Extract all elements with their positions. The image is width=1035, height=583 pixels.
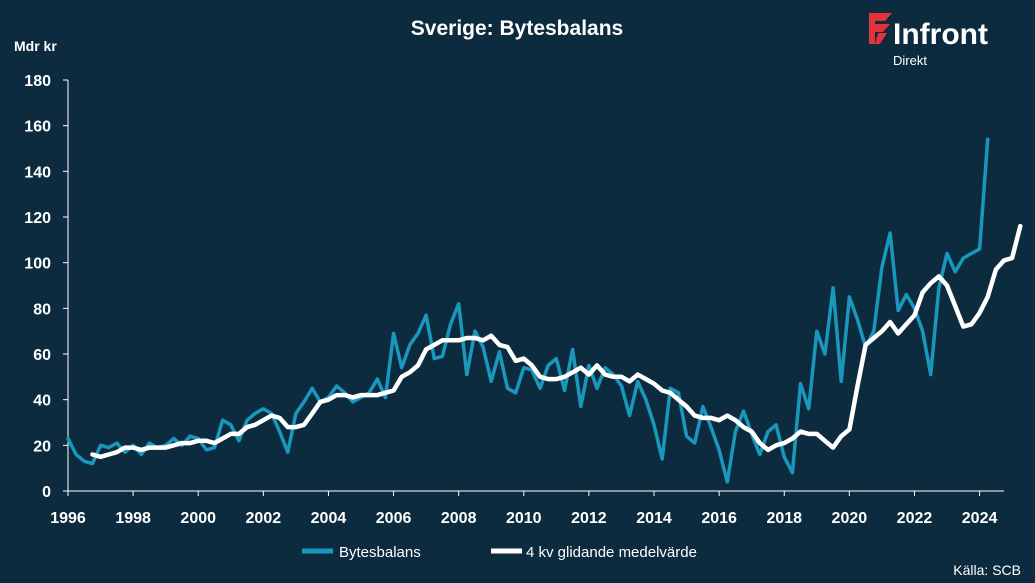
x-tick-label: 2010 [506, 510, 542, 527]
x-tick-label: 2014 [636, 510, 672, 527]
x-tick-label: 1998 [115, 510, 151, 527]
y-axis-ticks: 0 20 40 60 80 100 120 140 160 180 [24, 73, 68, 501]
y-tick-label: 0 [42, 484, 51, 501]
brand-logo: Infront Direkt [869, 13, 988, 68]
x-axis-ticks: 1996 1998 2000 2002 2004 2006 2008 2010 2012 2014… [50, 491, 997, 527]
chart-title: Sverige: Bytesbalans [411, 17, 623, 40]
y-tick-label: 60 [33, 347, 51, 364]
y-axis-label: Mdr kr [14, 38, 57, 54]
y-tick-label: 160 [24, 119, 51, 136]
y-tick-label: 20 [33, 438, 51, 455]
y-tick-label: 180 [24, 73, 51, 90]
source-note: Källa: SCB [953, 562, 1021, 578]
y-tick-label: 120 [24, 210, 51, 227]
brand-sub: Direkt [893, 53, 927, 68]
x-tick-label: 2006 [376, 510, 412, 527]
x-tick-label: 2012 [571, 510, 607, 527]
x-tick-label: 2024 [962, 510, 998, 527]
brand-name: Infront [893, 18, 988, 51]
x-tick-label: 2002 [246, 510, 282, 527]
x-tick-label: 2008 [441, 510, 477, 527]
x-tick-label: 2020 [832, 510, 868, 527]
y-tick-label: 40 [33, 393, 51, 410]
x-tick-label: 2022 [897, 510, 933, 527]
y-tick-label: 80 [33, 301, 51, 318]
x-tick-label: 1996 [50, 510, 86, 527]
series [66, 137, 1023, 484]
series-line-moving-average [90, 223, 1023, 460]
axes [67, 80, 1004, 492]
y-tick-label: 140 [24, 164, 51, 181]
legend-label-moving-average: 4 kv glidande medelvärde [526, 544, 697, 561]
infront-logo-mark [869, 13, 892, 44]
x-tick-label: 2016 [701, 510, 737, 527]
legend: Bytesbalans 4 kv glidande medelvärde [302, 544, 697, 561]
legend-label-bytesbalans: Bytesbalans [339, 544, 421, 561]
y-tick-label: 100 [24, 256, 51, 273]
x-tick-label: 2000 [180, 510, 216, 527]
x-tick-label: 2004 [311, 510, 347, 527]
x-tick-label: 2018 [766, 510, 802, 527]
series-line-bytesbalans [66, 137, 990, 484]
